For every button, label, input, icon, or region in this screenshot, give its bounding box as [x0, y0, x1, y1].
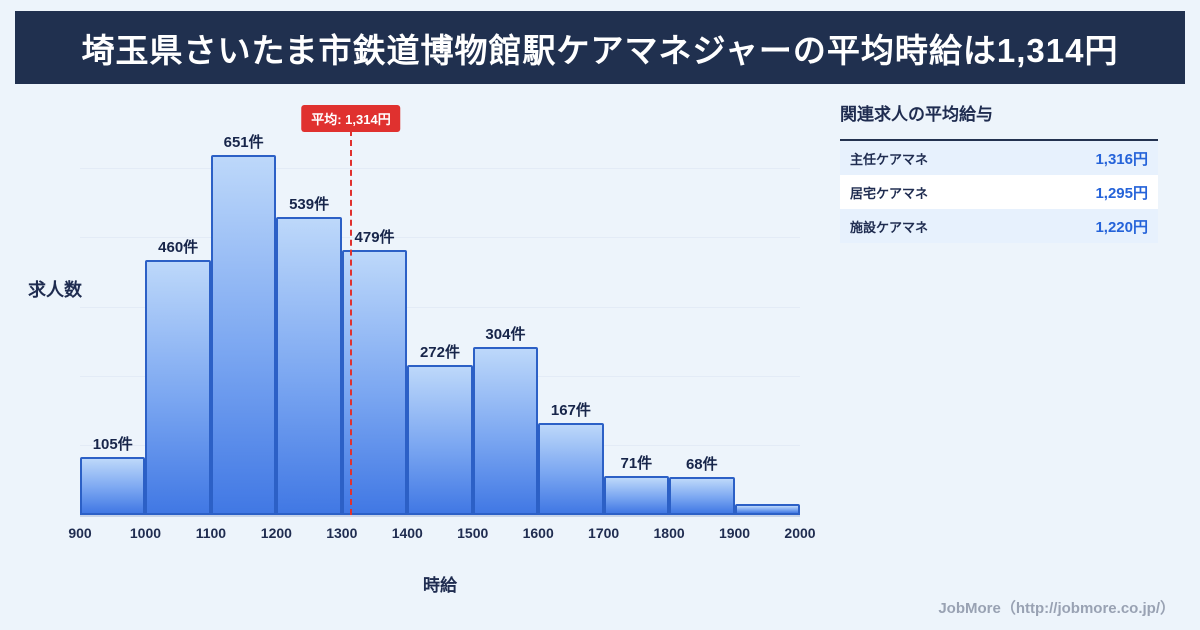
histogram-bar: [341, 249, 408, 515]
histogram-bin: 304件: [472, 100, 539, 515]
bar-count-label: 68件: [685, 456, 718, 474]
bar-count-label: 105件: [92, 435, 133, 453]
x-tick-label: 1200: [260, 525, 292, 541]
histogram-bin: 71件: [603, 100, 670, 515]
histogram-bar: [210, 154, 277, 515]
histogram-bar: [538, 422, 604, 515]
salary-row-label: 主任ケアマネ: [850, 151, 929, 167]
x-tick-label: 1800: [653, 525, 685, 541]
salary-row-label: 施設ケアマネ: [850, 219, 929, 235]
x-tick-label: 1100: [195, 525, 227, 541]
x-tick-label: 1400: [391, 525, 423, 541]
histogram-bin: 272件: [407, 100, 473, 515]
histogram-bar: [276, 216, 342, 515]
x-tick-label: 1000: [129, 525, 162, 541]
average-dashed-line: [349, 130, 352, 515]
bars: 105件 460件 651件 539件 479件 272件 304件 167件 71件 68件: [80, 100, 800, 515]
salary-row-value: 1,316円: [1095, 150, 1148, 168]
histogram-bin: 539件: [276, 100, 342, 515]
bar-count-label: 539件: [289, 195, 330, 213]
salary-row-value: 1,220円: [1095, 218, 1148, 236]
histogram-bar: [603, 475, 670, 515]
histogram-bin: 651件: [210, 100, 277, 515]
x-axis-label: 時給: [423, 576, 457, 595]
x-tick-label: 900: [68, 525, 92, 541]
average-badge: 平均: 1,314円: [301, 105, 401, 132]
bar-count-label: 272件: [419, 343, 460, 361]
gridline: [80, 168, 800, 170]
salary-table: 主任ケアマネ 1,316円居宅ケアマネ 1,295円施設ケアマネ 1,220円: [840, 139, 1158, 243]
salary-row: 施設ケアマネ 1,220円: [840, 209, 1158, 243]
bar-count-label: 460件: [158, 239, 199, 257]
footer-credit: JobMore（http://jobmore.co.jp/）: [938, 600, 1175, 617]
histogram-bar: [472, 346, 539, 515]
y-axis-label: 求人数: [28, 280, 82, 300]
header-bar: 埼玉県さいたま市鉄道博物館駅ケアマネジャーの平均時給は1,314円: [15, 11, 1185, 84]
x-ticks: 900 1000 1100 1200 1300 1400 1500 1600 1700 1800 1…: [68, 525, 815, 547]
histogram-bin: [734, 100, 800, 515]
bar-count-label: 71件: [620, 454, 653, 472]
related-salary-panel: 関連求人の平均給与 主任ケアマネ 1,316円居宅ケアマネ 1,295円施設ケアマネ…: [840, 100, 1158, 243]
histogram-bar: [734, 503, 800, 515]
bar-count-label: 167件: [550, 401, 591, 419]
x-tick-label: 1300: [326, 525, 358, 541]
x-tick-label: 1600: [522, 525, 554, 541]
gridline: [80, 306, 800, 308]
page-title: 埼玉県さいたま市鉄道博物館駅ケアマネジャーの平均時給は1,314円: [81, 31, 1119, 69]
gridline: [80, 237, 800, 239]
histogram-chart: 105件 460件 651件 539件 479件 272件 304件 167件 71件 68件 平…: [68, 100, 816, 596]
side-panel-title: 関連求人の平均給与: [840, 105, 993, 124]
bar-count-label: 479件: [354, 228, 395, 246]
x-tick-label: 1900: [718, 525, 751, 541]
histogram-bar: [669, 477, 735, 515]
salary-row-label: 居宅ケアマネ: [850, 185, 929, 201]
x-tick-label: 1500: [457, 525, 489, 541]
histogram-bin: 460件: [145, 100, 211, 515]
x-tick-label: 1700: [588, 525, 620, 541]
salary-row: 主任ケアマネ 1,316円: [840, 141, 1158, 175]
bar-count-label: 304件: [485, 325, 526, 343]
salary-row: 居宅ケアマネ 1,295円: [840, 175, 1158, 209]
histogram-bin: 105件: [80, 100, 146, 515]
histogram-bin: 479件: [341, 100, 408, 515]
x-tick-label: 2000: [784, 525, 816, 541]
histogram-bar: [80, 456, 146, 515]
salary-row-value: 1,295円: [1095, 184, 1148, 202]
bar-count-label: 651件: [223, 133, 264, 151]
histogram-bar: [145, 260, 211, 515]
histogram-bin: 68件: [669, 100, 735, 515]
plot-area: 105件 460件 651件 539件 479件 272件 304件 167件 71件 68件 平…: [80, 100, 800, 517]
histogram-bar: [407, 364, 473, 515]
histogram-bin: 167件: [538, 100, 604, 515]
